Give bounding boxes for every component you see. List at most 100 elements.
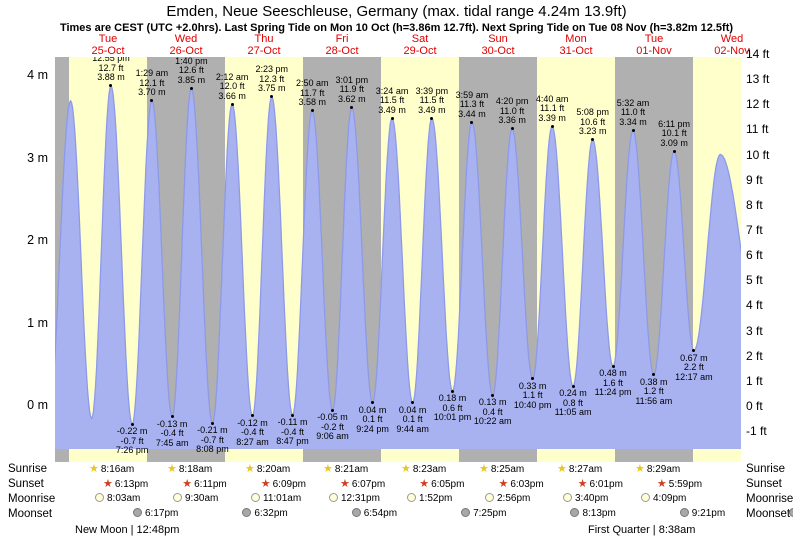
tide-label-line: 1:40 pm (175, 57, 208, 66)
sunset-time: 6:07pm (351, 479, 386, 490)
day-date: 27-Oct (247, 45, 281, 57)
tide-point-dot (550, 124, 554, 128)
astro-cell: 8:13pm (506, 507, 616, 521)
tide-label-line: -0.4 ft (160, 428, 184, 439)
sunrise-star-icon: ★ (323, 463, 333, 475)
tide-label-line: 11.0 ft (620, 107, 646, 118)
tide-label-line: -0.7 ft (200, 434, 224, 445)
tide-label-line: 0.24 m (559, 388, 587, 399)
tide-label-line: -0.4 ft (281, 426, 305, 437)
moonrise-icon (329, 493, 338, 502)
tide-label-line: 3.70 m (138, 87, 166, 98)
tide-label-line: 0.1 ft (402, 414, 423, 425)
astro-cell: ★ 6:01pm (544, 477, 623, 492)
y-axis-tick-ft: 1 ft (746, 373, 763, 388)
high-tide-label: 3:01 pm 11.9 ft 3.62 m (320, 74, 384, 105)
tide-label-line: 0.38 m (640, 376, 668, 387)
astro-cell: ★ 6:07pm (306, 477, 385, 492)
high-tide-label: 3:39 pm 11.5 ft 3.49 m (400, 86, 464, 116)
astro-row-label-left: Moonset (8, 508, 53, 520)
tide-point-dot (250, 414, 254, 418)
tide-label-line: 11.3 ft (459, 99, 485, 110)
moonset-time: 8:13pm (582, 508, 616, 519)
tide-label-line: 7:26 pm (115, 445, 149, 456)
sunset-time: 6:11pm (194, 479, 227, 490)
page-title: Emden, Neue Seeschleuse, Germany (max. t… (166, 3, 627, 20)
astro-row-label-left: Sunset (8, 478, 44, 490)
day-date: 29-Oct (403, 45, 437, 57)
tide-label-line: 10:22 am (473, 416, 512, 427)
astro-cell: 11:01am (225, 492, 303, 506)
day-date: 28-Oct (325, 45, 359, 57)
tide-label-line: 12.7 ft (98, 62, 124, 73)
tide-point-dot (652, 373, 656, 377)
sunrise-time: 8:18am (178, 464, 213, 475)
y-axis-tick-ft: 9 ft (746, 172, 763, 187)
tide-label-line: 2:23 pm (255, 64, 288, 75)
astro-cell: 9:30am (147, 492, 225, 506)
astro-row-moonrise: Moonrise 8:03am 9:30am 11:01am 12:31pm 1:52pm… (0, 492, 793, 507)
tide-point-dot (430, 116, 434, 120)
sunrise-star-icon: ★ (479, 463, 489, 475)
day-name: Fri (335, 33, 349, 45)
astro-cell: 12:31pm (303, 492, 381, 506)
tide-label-line: 3:01 pm (335, 74, 369, 85)
tide-label-line: 0.04 m (358, 404, 387, 415)
y-axis-tick-ft: 4 ft (746, 298, 763, 313)
tide-label-line: 10.6 ft (580, 116, 606, 127)
day-date: 25-Oct (91, 45, 125, 57)
astro-row-cells: ★ 6:13pm ★ 6:11pm ★ 6:09pm ★ 6:07pm ★ 6:05pm ★ 6:03… (69, 477, 749, 492)
y-axis-tick-ft: 8 ft (746, 197, 763, 212)
moonrise-icon (251, 493, 260, 502)
high-tide-label: 12:55 pm 12.7 ft 3.88 m (79, 57, 143, 83)
low-tide-label: 0.38 m 1.2 ft 11:56 am (622, 376, 686, 407)
tide-point-dot (510, 127, 514, 131)
low-tide-label: -0.05 m -0.2 ft 9:06 am (301, 413, 365, 442)
tide-label-line: 9:24 pm (356, 423, 389, 434)
low-tide-label: 0.04 m 0.1 ft 9:24 pm (341, 404, 405, 435)
tide-label-line: 3:24 am (375, 85, 409, 96)
tide-point-dot (411, 401, 415, 405)
tide-label-line: 1:29 am (135, 68, 169, 79)
astro-row-label-right: Moonrise (746, 493, 793, 505)
high-tide-label: 5:32 am 11.0 ft 3.34 m (601, 98, 665, 128)
moonrise-time: 2:56pm (497, 493, 531, 504)
tide-label-line: 10.1 ft (661, 128, 687, 139)
high-tide-label: 6:11 pm 10.1 ft 3.09 m (642, 119, 706, 149)
sunrise-star-icon: ★ (245, 463, 255, 475)
high-tide-label: 4:20 pm 11.0 ft 3.36 m (480, 97, 544, 126)
tide-label-line: -0.13 m (156, 418, 188, 429)
moonset-icon (570, 508, 580, 517)
tide-point-dot (531, 377, 535, 381)
moonset-icon (242, 508, 252, 517)
tide-point-dot (150, 99, 154, 103)
day-labels-row: Tue 25-Oct Wed 26-Oct Thu 27-Oct Fri 28-Oct Sat 2… (55, 33, 749, 57)
astro-row-label-right: Sunrise (746, 463, 785, 475)
low-tide-label: 0.04 m 0.1 ft 9:44 am (381, 405, 445, 435)
tide-label-line: -0.11 m (277, 417, 308, 428)
astro-cell: 9:21pm (616, 507, 725, 521)
tide-point-dot (591, 138, 595, 142)
sunset-time: 5:59pm (668, 479, 703, 490)
tide-label-line: 3.62 m (338, 93, 366, 104)
y-axis-tick-ft: 10 ft (746, 147, 770, 162)
tide-label-line: 0.67 m (680, 352, 708, 363)
tide-label-line: 0.6 ft (442, 402, 463, 413)
astro-row-label-left: Moonrise (8, 493, 56, 505)
moonrise-icon (95, 493, 104, 502)
moonrise-time: 8:03am (107, 493, 141, 504)
tide-point-dot (470, 120, 474, 124)
low-tide-label: 0.24 m 0.8 ft 11:05 am (541, 389, 605, 418)
low-tide-label: -0.21 m -0.7 ft 8:08 pm (180, 426, 244, 455)
tide-label-line: 2:12 am (215, 71, 249, 82)
tide-label-line: 0.1 ft (362, 414, 383, 425)
sunset-star-icon: ★ (419, 478, 430, 490)
tide-label-line: 10:01 pm (433, 412, 472, 423)
sunset-time: 6:01pm (589, 479, 623, 490)
tide-label-line: -0.05 m (317, 412, 348, 423)
sunrise-time: 8:16am (100, 464, 135, 475)
tide-label-line: 12.3 ft (259, 73, 285, 84)
moonset-icon (351, 508, 361, 517)
day-label: Tue 01-Nov (619, 33, 689, 57)
day-label: Mon 31-Oct (541, 33, 611, 57)
